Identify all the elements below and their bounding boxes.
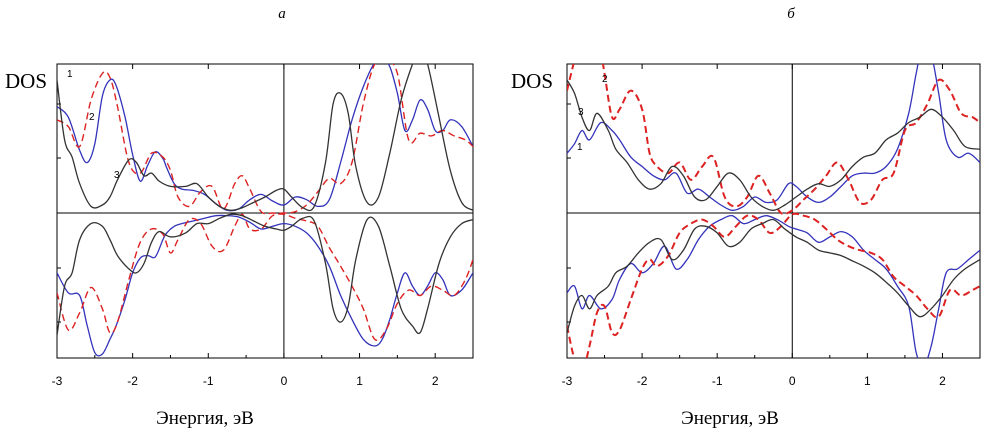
panel-b-xlabel: Энергия, эВ [681, 408, 779, 429]
panel-a-series-3-down [57, 213, 473, 336]
panel-a-xtick-label: -1 [203, 374, 214, 388]
panel-b-curve-label: 3 [578, 107, 584, 118]
panel-b-xtick-label: 0 [789, 374, 796, 388]
panel-a-xtick-label: 1 [356, 374, 363, 388]
panel-a-ylabel: DOS [5, 69, 47, 93]
panel-a-xtick-label: 2 [432, 374, 439, 388]
panel-a-label: а [278, 6, 286, 22]
panel-a-xtick-label: 0 [281, 374, 288, 388]
panel-a-series-2-up [57, 64, 473, 215]
panel-a-xlabel: Энергия, эВ [156, 408, 254, 429]
panel-b-curve-label: 2 [602, 74, 608, 85]
panel-b-xtick-label: -2 [637, 374, 648, 388]
panel-a-series-1-up [57, 64, 473, 212]
panel-a-series-3-up [57, 64, 473, 212]
panel-b-frame [566, 63, 981, 359]
panel-b-xtick-label: 2 [939, 374, 946, 388]
panel-b-xtick-label: 1 [864, 374, 871, 388]
panel-b-series-2-up [567, 64, 980, 216]
panel-b-series-2-down [567, 212, 980, 358]
panel-a-curve-label: 1 [67, 69, 73, 80]
panel-a-xtick-label: -3 [52, 374, 63, 388]
panel-b-curve-label: 1 [577, 142, 583, 153]
panel-b-series-1-up [567, 64, 980, 211]
panel-a-frame [56, 63, 474, 359]
panel-b-series-1-down [567, 214, 980, 358]
panel-b-label: б [787, 6, 795, 22]
panel-b-series-3-up [567, 79, 980, 211]
panel-b-series-3-down [567, 218, 980, 333]
panel-a-series-1-down [57, 214, 473, 357]
panel-a-curve-label: 3 [114, 170, 120, 181]
panel-b-xtick-label: -1 [712, 374, 723, 388]
panel-a-curve-label: 2 [89, 112, 95, 123]
panel-b-xtick-label: -3 [562, 374, 573, 388]
panel-a-series-2-down [57, 213, 473, 341]
panel-a-xtick-label: -2 [127, 374, 138, 388]
panel-b-ylabel: DOS [511, 69, 553, 93]
